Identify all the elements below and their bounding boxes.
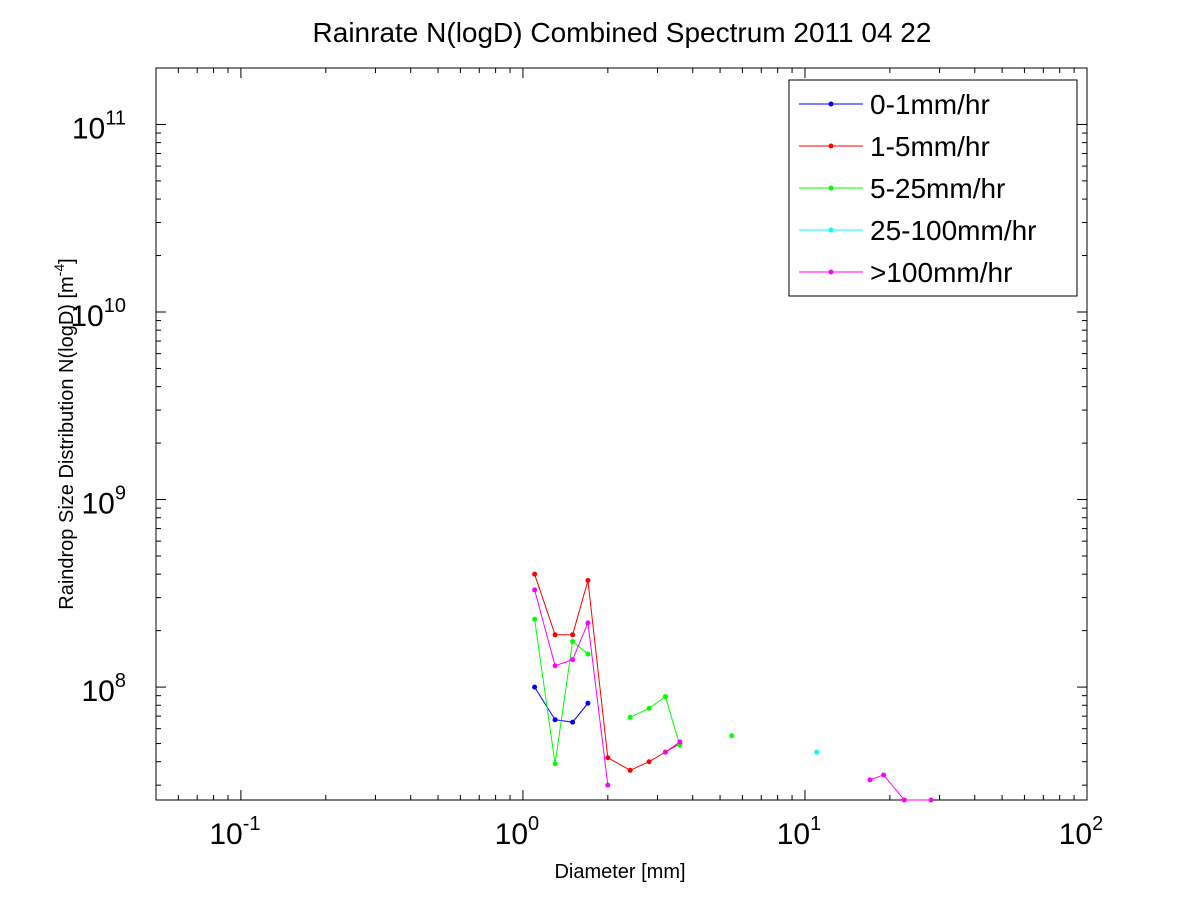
series-line: [534, 686, 589, 723]
data-point: [552, 761, 558, 767]
x-tick-label-base: 10: [495, 818, 528, 851]
legend-swatch-marker: [828, 143, 834, 149]
data-point: [662, 749, 668, 755]
legend-label: 5-25mm/hr: [870, 173, 1005, 204]
y-axis-label: Raindrop Size Distribution N(logD) [m-4]: [51, 258, 78, 609]
series-layer: [532, 571, 934, 803]
data-point: [585, 700, 591, 706]
x-tick-label-exponent: 2: [1092, 813, 1103, 835]
x-tick-label: 101: [777, 813, 822, 851]
x-tick-label-exponent: -1: [243, 813, 261, 835]
legend-label: 1-5mm/hr: [870, 131, 990, 162]
legend-swatch-marker: [828, 227, 834, 233]
data-point: [729, 733, 735, 739]
data-point: [867, 777, 873, 783]
y-axis-label-main: Raindrop Size Distribution N(logD) [m: [56, 276, 78, 609]
x-tick-label: 10-1: [209, 813, 260, 851]
x-tick-label-base: 10: [1059, 818, 1092, 851]
legend-entry: 0-1mm/hr: [799, 89, 990, 120]
data-point: [928, 797, 934, 803]
data-point: [814, 749, 820, 755]
data-point: [532, 571, 538, 577]
data-point: [585, 651, 591, 657]
axis-ticks: [155, 67, 1088, 800]
y-axis-label-close: ]: [56, 258, 78, 264]
data-point: [881, 772, 887, 778]
data-point: [585, 578, 591, 584]
legend-swatch-marker: [828, 101, 834, 107]
data-point: [532, 684, 538, 690]
series-group: [532, 616, 735, 767]
data-point: [646, 759, 652, 765]
y-tick-label: 109: [82, 483, 127, 521]
data-point: [570, 719, 576, 725]
data-point: [627, 714, 633, 720]
legend-swatch-marker: [828, 185, 834, 191]
y-tick-label-exponent: 10: [104, 295, 126, 317]
data-point: [552, 663, 558, 669]
series-line: [665, 741, 681, 753]
data-point: [570, 657, 576, 663]
y-tick-label-base: 10: [72, 112, 105, 145]
data-point: [627, 767, 633, 773]
data-point: [662, 694, 668, 700]
series-group: [814, 749, 820, 755]
y-tick-label-exponent: 8: [115, 670, 126, 692]
legend-entry: 25-100mm/hr: [799, 215, 1037, 246]
y-tick-label-base: 10: [82, 488, 115, 521]
data-point: [532, 616, 538, 622]
data-point: [585, 620, 591, 626]
data-point: [552, 717, 558, 723]
y-axis-label-exponent: -4: [51, 264, 67, 277]
y-tick-label-base: 10: [82, 675, 115, 708]
series-line: [534, 619, 589, 764]
x-tick-label: 100: [495, 813, 540, 851]
y-tick-label-exponent: 11: [105, 107, 126, 129]
y-tick-label-base: 10: [70, 300, 103, 333]
x-axis-label: Diameter [mm]: [554, 861, 685, 883]
legend-label: 0-1mm/hr: [870, 89, 990, 120]
legend-label: >100mm/hr: [870, 257, 1012, 288]
data-point: [605, 782, 611, 788]
y-tick-label-exponent: 9: [115, 483, 126, 505]
legend-entry: 1-5mm/hr: [799, 131, 990, 162]
x-tick-label-exponent: 1: [810, 813, 821, 835]
x-tick-label-base: 10: [777, 818, 810, 851]
y-tick-label: 1011: [72, 107, 126, 145]
chart-title: Rainrate N(logD) Combined Spectrum 2011 …: [313, 17, 932, 48]
data-point: [605, 755, 611, 761]
data-point: [677, 739, 683, 745]
series-group: [532, 684, 591, 725]
legend-entry: >100mm/hr: [799, 257, 1012, 288]
data-point: [570, 632, 576, 638]
data-point: [552, 632, 558, 638]
data-point: [646, 705, 652, 711]
data-point: [570, 639, 576, 645]
data-point: [532, 587, 538, 593]
series-group: [532, 587, 934, 803]
x-tick-label-base: 10: [209, 818, 242, 851]
series-line: [869, 774, 932, 801]
x-tick-label: 102: [1059, 813, 1104, 851]
y-tick-label: 108: [82, 670, 127, 708]
legend-swatch-marker: [828, 269, 834, 275]
x-tick-label-exponent: 0: [528, 813, 539, 835]
legend-label: 25-100mm/hr: [870, 215, 1037, 246]
data-point: [901, 797, 907, 803]
y-tick-label: 1010: [70, 295, 126, 333]
legend-entry: 5-25mm/hr: [799, 173, 1005, 204]
series-line: [629, 695, 681, 746]
legend: 0-1mm/hr 1-5mm/hr 5-25mm/hr 25-100mm/hr >100…: [788, 79, 1078, 297]
